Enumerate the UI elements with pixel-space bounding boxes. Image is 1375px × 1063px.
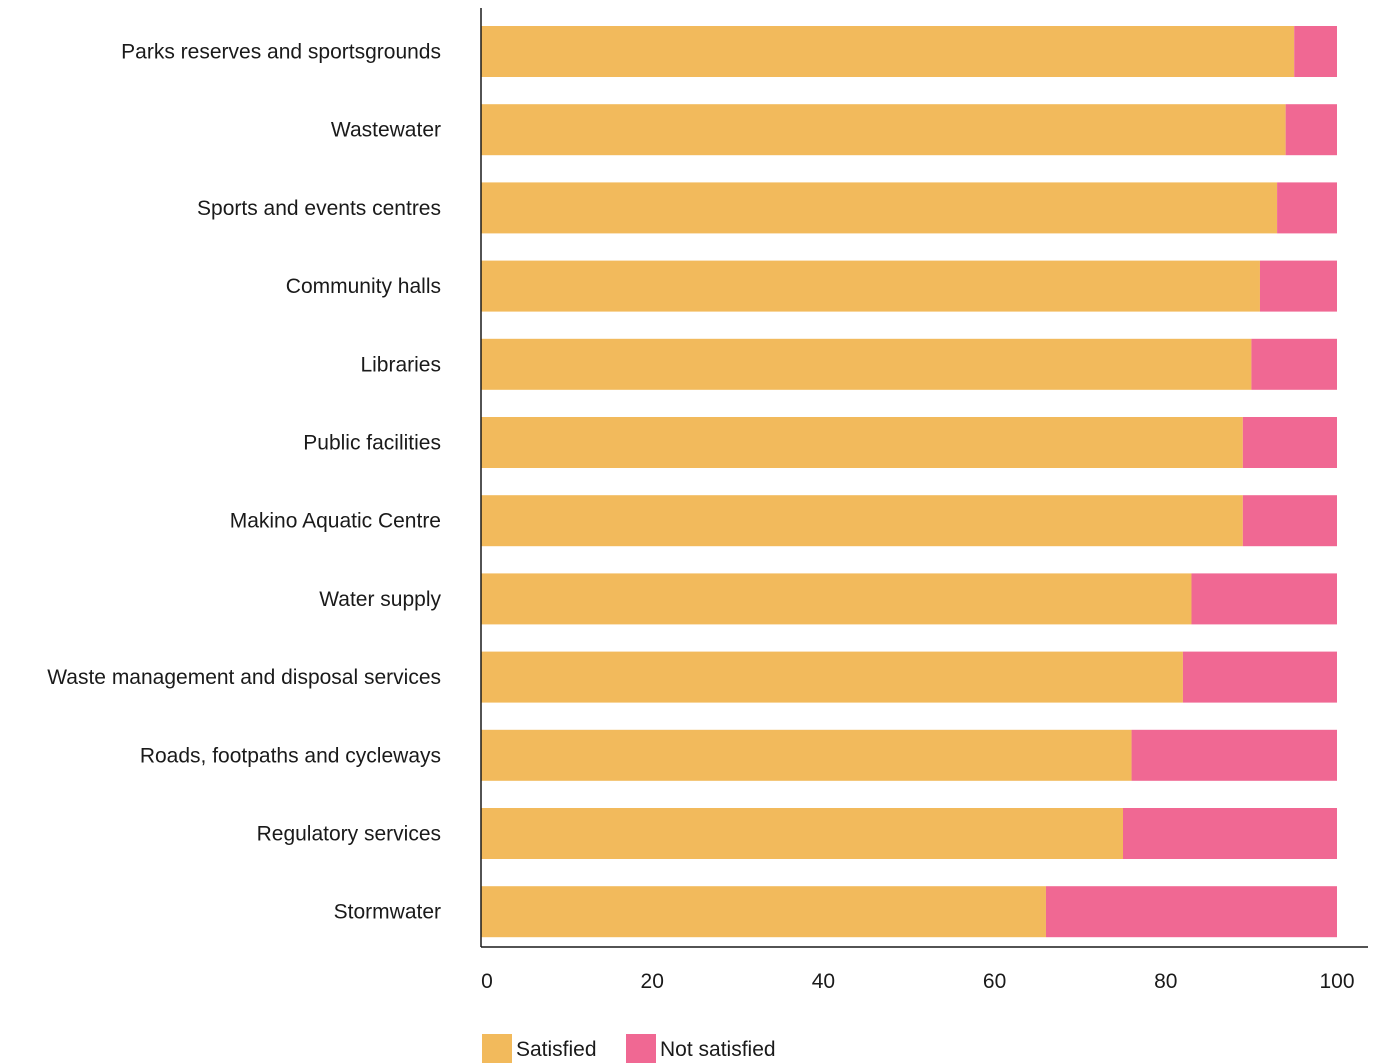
bar-not-satisfied-makino-aquatic-centre — [1242, 495, 1337, 547]
legend-swatch-not-satisfied — [626, 1034, 656, 1063]
category-label: Community halls — [286, 275, 441, 298]
bar-satisfied-roads-footpaths-and-cycleways — [481, 729, 1132, 781]
category-label: Stormwater — [334, 901, 441, 924]
bar-not-satisfied-water-supply — [1191, 573, 1337, 625]
bar-satisfied-wastewater — [481, 104, 1286, 156]
x-tick-label: 40 — [812, 970, 835, 993]
bar-satisfied-libraries — [481, 338, 1252, 390]
bar-not-satisfied-libraries — [1251, 338, 1337, 390]
bar-satisfied-sports-and-events-centres — [481, 182, 1278, 234]
bar-satisfied-makino-aquatic-centre — [481, 495, 1243, 547]
category-label: Sports and events centres — [197, 197, 441, 220]
bar-satisfied-stormwater — [481, 886, 1046, 938]
legend-label-satisfied: Satisfied — [516, 1038, 597, 1061]
x-tick-label: 60 — [983, 970, 1006, 993]
category-label: Waste management and disposal services — [47, 666, 441, 689]
category-label: Water supply — [319, 588, 441, 611]
bar-satisfied-parks-reserves-and-sportsgrounds — [481, 26, 1295, 77]
bar-satisfied-public-facilities — [481, 417, 1243, 468]
category-label: Parks reserves and sportsgrounds — [121, 41, 441, 64]
category-label: Makino Aquatic Centre — [230, 510, 441, 533]
bar-not-satisfied-stormwater — [1045, 886, 1337, 938]
x-tick-label: 80 — [1154, 970, 1177, 993]
bar-satisfied-water-supply — [481, 573, 1192, 625]
bar-not-satisfied-public-facilities — [1242, 417, 1337, 468]
bar-not-satisfied-roads-footpaths-and-cycleways — [1131, 729, 1337, 781]
bar-not-satisfied-wastewater — [1285, 104, 1337, 156]
category-label: Public facilities — [303, 432, 441, 455]
bar-not-satisfied-parks-reserves-and-sportsgrounds — [1294, 26, 1337, 77]
category-label: Regulatory services — [257, 823, 441, 846]
bar-satisfied-regulatory-services — [481, 808, 1123, 859]
legend-label-not-satisfied: Not satisfied — [660, 1038, 776, 1061]
bar-satisfied-waste-management-and-disposal-services — [481, 651, 1183, 703]
category-label: Libraries — [360, 353, 441, 376]
bar-not-satisfied-waste-management-and-disposal-services — [1182, 651, 1337, 703]
x-tick-label: 100 — [1319, 970, 1354, 993]
x-tick-label: 20 — [641, 970, 664, 993]
bar-not-satisfied-sports-and-events-centres — [1277, 182, 1337, 234]
category-label: Roads, footpaths and cycleways — [140, 744, 441, 767]
legend-swatch-satisfied — [482, 1034, 512, 1063]
category-labels: Parks reserves and sportsgrounds Wastewat… — [47, 41, 441, 924]
bar-not-satisfied-community-halls — [1259, 260, 1337, 312]
x-tick-labels: 0 20 40 60 80 100 — [481, 970, 1354, 993]
x-tick-label: 0 — [481, 970, 493, 993]
category-label: Wastewater — [331, 119, 441, 142]
bar-satisfied-community-halls — [481, 260, 1260, 312]
legend: Satisfied Not satisfied — [482, 1034, 776, 1063]
bar-not-satisfied-regulatory-services — [1123, 808, 1337, 859]
bars-group — [481, 26, 1337, 938]
